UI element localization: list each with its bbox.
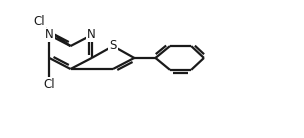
Text: N: N xyxy=(87,29,96,42)
Text: Cl: Cl xyxy=(33,15,45,28)
Text: Cl: Cl xyxy=(43,78,55,91)
Text: S: S xyxy=(109,39,117,52)
Text: N: N xyxy=(45,29,54,42)
